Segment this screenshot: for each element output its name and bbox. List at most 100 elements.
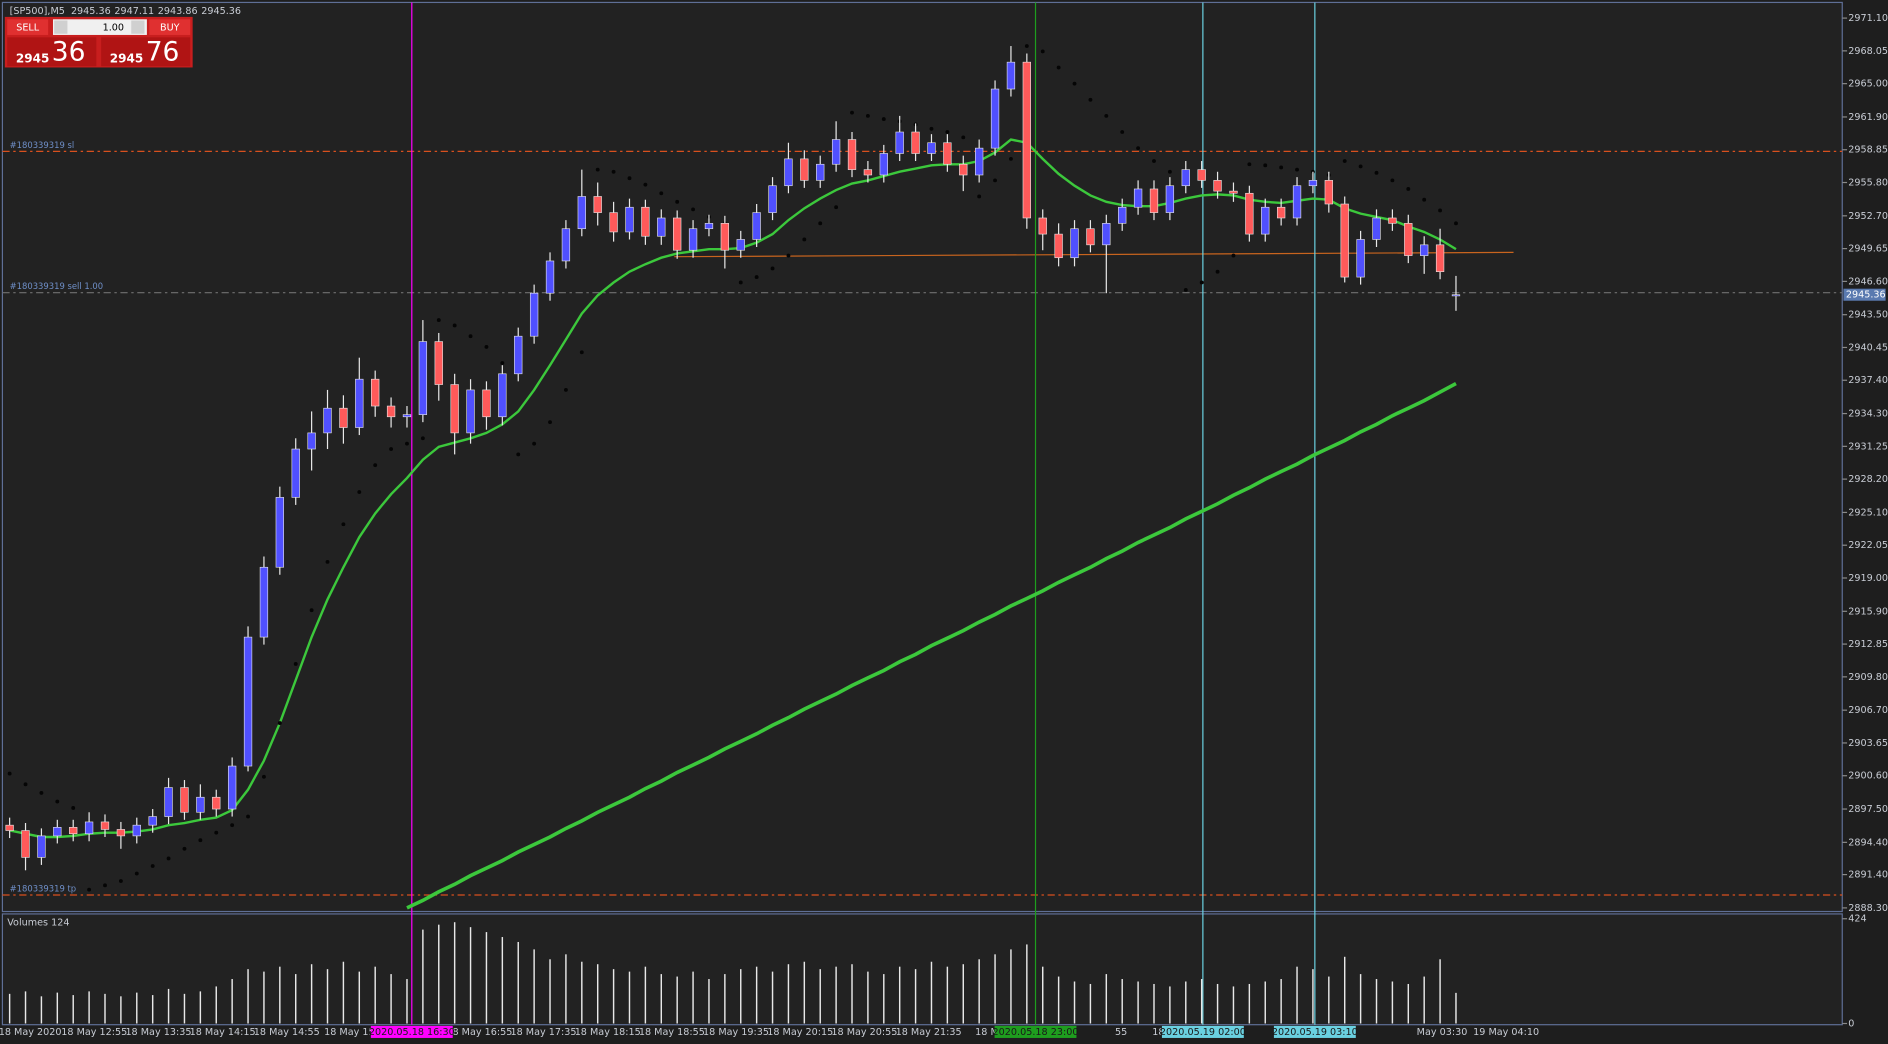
sar-dot xyxy=(754,275,759,280)
y-tick-label: 2903.65 xyxy=(1848,738,1888,749)
candle-body xyxy=(323,407,332,434)
sar-dot xyxy=(1454,221,1458,226)
sar-dot xyxy=(786,253,791,258)
y-tick-label: 2915.90 xyxy=(1848,606,1888,617)
candle-body xyxy=(863,169,873,176)
candle-body xyxy=(1070,228,1079,259)
sar-dot xyxy=(1295,167,1299,172)
candle-body xyxy=(784,158,793,187)
sar-dot xyxy=(675,199,680,204)
sar-dot xyxy=(7,771,12,776)
vline-label-bg xyxy=(370,1025,453,1038)
lot-down[interactable] xyxy=(54,20,68,34)
sar-dot xyxy=(1088,97,1093,102)
sar-dot xyxy=(405,441,409,446)
sar-dot xyxy=(1422,197,1427,202)
sell-price-big: 2945 xyxy=(16,52,50,66)
order-label: #180339319 sell 1.00 xyxy=(10,281,103,291)
candle-body xyxy=(482,389,491,418)
sar-dot xyxy=(1183,288,1188,292)
candle-body xyxy=(498,373,507,418)
buy-price-box[interactable] xyxy=(101,37,191,67)
sar-dot xyxy=(865,113,870,118)
sar-dot xyxy=(246,814,250,819)
price-tag-bg xyxy=(1843,288,1886,301)
candle-body xyxy=(466,389,475,434)
candle-body xyxy=(545,260,555,294)
candle-body xyxy=(1245,192,1254,235)
candle-body xyxy=(911,131,920,154)
volume-title: Volumes 124 xyxy=(7,917,69,928)
candle-body xyxy=(386,405,396,418)
sell-price-box[interactable] xyxy=(7,37,97,67)
sar-dot xyxy=(87,887,92,892)
ohlc-open: 2945.36 xyxy=(71,6,111,17)
candle-body xyxy=(1038,217,1047,235)
candle-body xyxy=(291,448,300,498)
sar-dot xyxy=(563,387,568,392)
candle-body xyxy=(21,830,30,858)
candle-body xyxy=(800,158,809,181)
candle-body xyxy=(657,217,666,237)
candle-body xyxy=(212,796,221,810)
sar-dot xyxy=(341,522,346,527)
candle-body xyxy=(959,163,968,176)
y-tick-label: 2940.45 xyxy=(1848,342,1888,353)
candle-body xyxy=(593,196,602,213)
candle-body xyxy=(196,796,205,813)
candle-body xyxy=(975,147,984,176)
candle-body xyxy=(450,384,459,434)
buy-price-small: 76 xyxy=(146,37,180,68)
candle-body xyxy=(688,228,698,251)
volume-tick-label: 424 xyxy=(1848,914,1866,925)
candle-body xyxy=(1118,206,1127,224)
y-tick-label: 2943.50 xyxy=(1848,310,1888,321)
order-label: #180339319 sl xyxy=(10,140,75,150)
trend-line xyxy=(674,251,1514,258)
candle-body xyxy=(895,131,904,154)
y-tick-label: 2955.80 xyxy=(1848,178,1888,189)
candle-body xyxy=(1372,217,1381,240)
x-tick-label: 18 May 20:55 xyxy=(831,1027,897,1038)
sar-dot xyxy=(166,856,171,861)
sar-dot xyxy=(659,191,664,196)
sar-dot xyxy=(118,879,123,883)
sar-dot xyxy=(23,782,28,787)
candle-body xyxy=(625,206,634,233)
candle-body xyxy=(180,787,189,813)
x-tick-label: 18 May 18:15 xyxy=(575,1027,641,1038)
sar-dot xyxy=(643,182,648,187)
candle-body xyxy=(1324,180,1333,205)
y-tick-label: 2897.50 xyxy=(1848,804,1888,815)
sar-dot xyxy=(500,361,505,365)
sar-dot xyxy=(373,463,378,468)
x-tick-label: 18 May 18:55 xyxy=(639,1027,705,1038)
x-tick-label: 18 May 2020 xyxy=(0,1027,61,1038)
sar-dot xyxy=(1056,65,1061,70)
x-tick-label: 18 May 14:15 xyxy=(190,1027,256,1038)
y-tick-label: 2937.40 xyxy=(1848,375,1888,386)
sar-dot xyxy=(1342,159,1347,163)
candle-body xyxy=(927,142,936,154)
sar-dot xyxy=(277,721,282,725)
sar-dot xyxy=(1104,113,1109,118)
sar-dot xyxy=(452,323,457,328)
sar-dot xyxy=(262,774,266,779)
sell-button[interactable] xyxy=(7,19,49,35)
sar-dot xyxy=(1406,187,1411,191)
candle-body xyxy=(816,163,825,181)
candle-body xyxy=(609,212,618,233)
sar-dot xyxy=(436,318,441,322)
sar-dot xyxy=(134,871,139,876)
buy-button[interactable] xyxy=(149,19,191,35)
lot-input[interactable] xyxy=(52,19,147,35)
candle-body xyxy=(69,827,78,835)
lot-up[interactable] xyxy=(131,20,145,34)
sar-dot xyxy=(389,447,394,451)
candle-body xyxy=(227,765,237,810)
sar-dot xyxy=(1024,44,1029,48)
sar-dot xyxy=(881,117,886,122)
candle-body xyxy=(1435,244,1445,273)
sar-dot xyxy=(71,806,76,810)
